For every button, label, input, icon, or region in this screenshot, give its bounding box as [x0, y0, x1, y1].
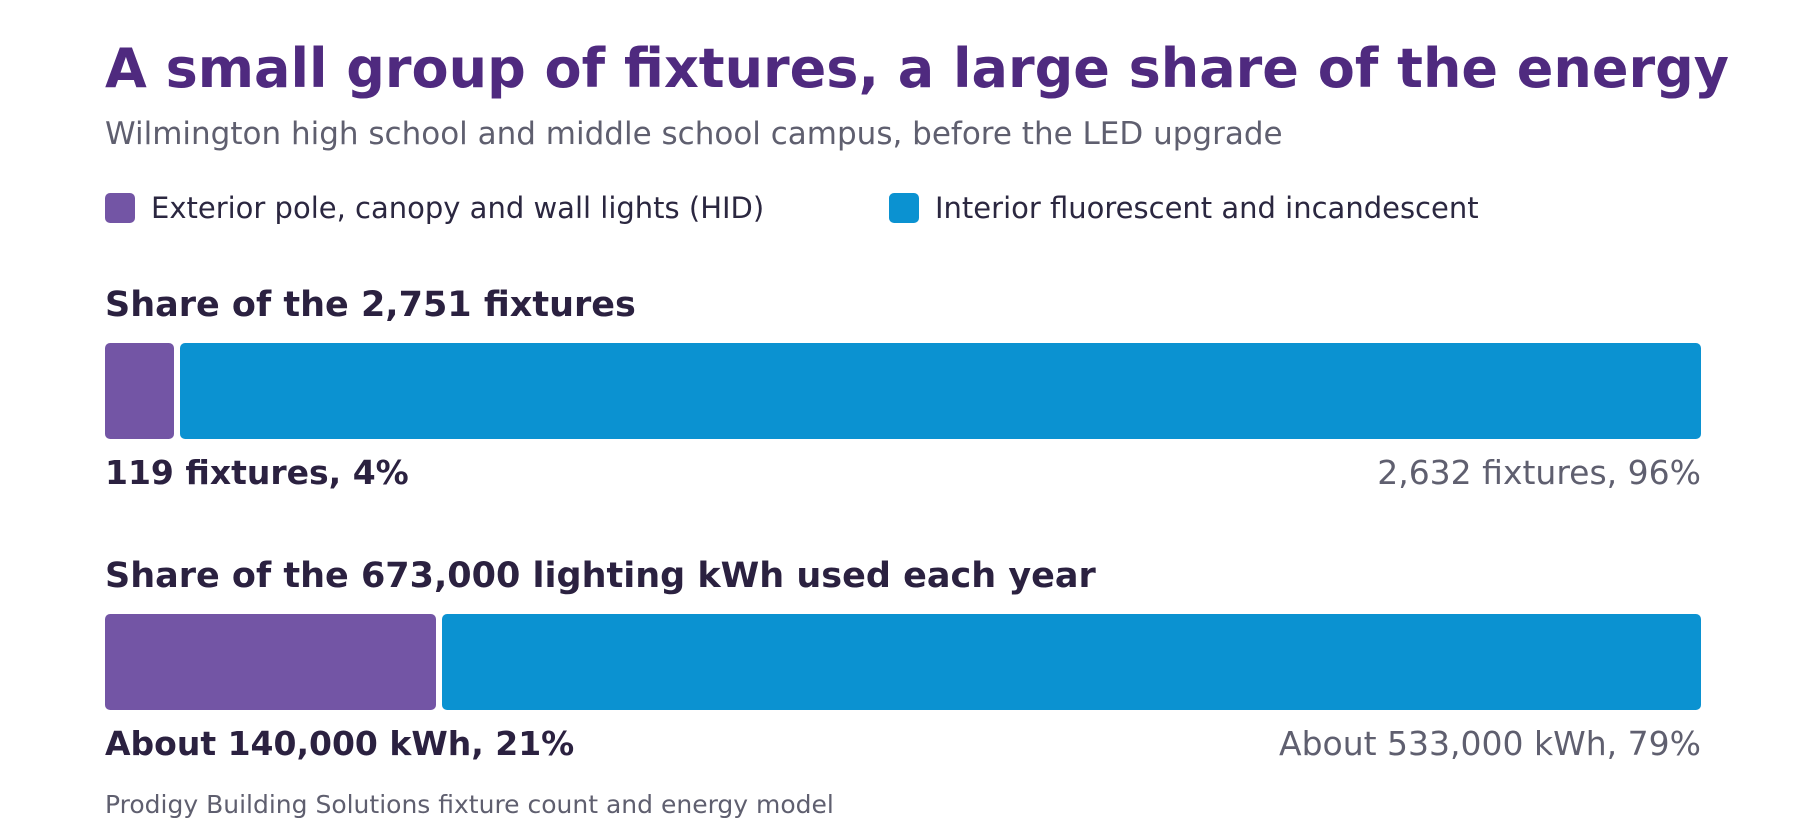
panel-energy: Share of the 673,000 lighting kWh used e… — [105, 555, 1701, 760]
value-label-exterior-energy: About 140,000 kWh, 21% — [105, 724, 575, 763]
panel-title-fixtures: Share of the 2,751 fixtures — [105, 285, 636, 325]
chart-title: A small group of fixtures, a large share… — [105, 37, 1729, 100]
value-label-interior-energy: About 533,000 kWh, 79% — [1279, 724, 1701, 763]
legend-item-interior: Interior fluorescent and incandescent — [889, 191, 1479, 225]
source-note: Prodigy Building Solutions fixture count… — [105, 790, 834, 819]
legend-item-exterior: Exterior pole, canopy and wall lights (H… — [105, 191, 764, 225]
legend-label-interior: Interior fluorescent and incandescent — [935, 190, 1479, 225]
legend-label-exterior: Exterior pole, canopy and wall lights (H… — [151, 190, 765, 225]
bar-segment-interior-energy — [441, 614, 1701, 710]
chart-subtitle: Wilmington high school and middle school… — [105, 116, 1283, 152]
panel-fixtures: Share of the 2,751 fixtures 119 fixtures… — [105, 284, 1701, 489]
bar-segment-interior-fixtures — [179, 343, 1701, 439]
bar-fixtures — [105, 343, 1701, 439]
legend-swatch-exterior — [105, 193, 135, 223]
legend-swatch-interior — [889, 193, 919, 223]
bar-segment-exterior-fixtures — [105, 343, 174, 439]
bar-energy — [105, 614, 1701, 710]
chart: A small group of fixtures, a large share… — [105, 0, 1729, 840]
bar-segment-exterior-energy — [105, 614, 436, 710]
panel-title-energy: Share of the 673,000 lighting kWh used e… — [105, 556, 1096, 596]
value-label-interior-fixtures: 2,632 fixtures, 96% — [1377, 453, 1701, 492]
value-label-exterior-fixtures: 119 fixtures, 4% — [105, 453, 409, 492]
legend: Exterior pole, canopy and wall lights (H… — [105, 191, 1701, 225]
